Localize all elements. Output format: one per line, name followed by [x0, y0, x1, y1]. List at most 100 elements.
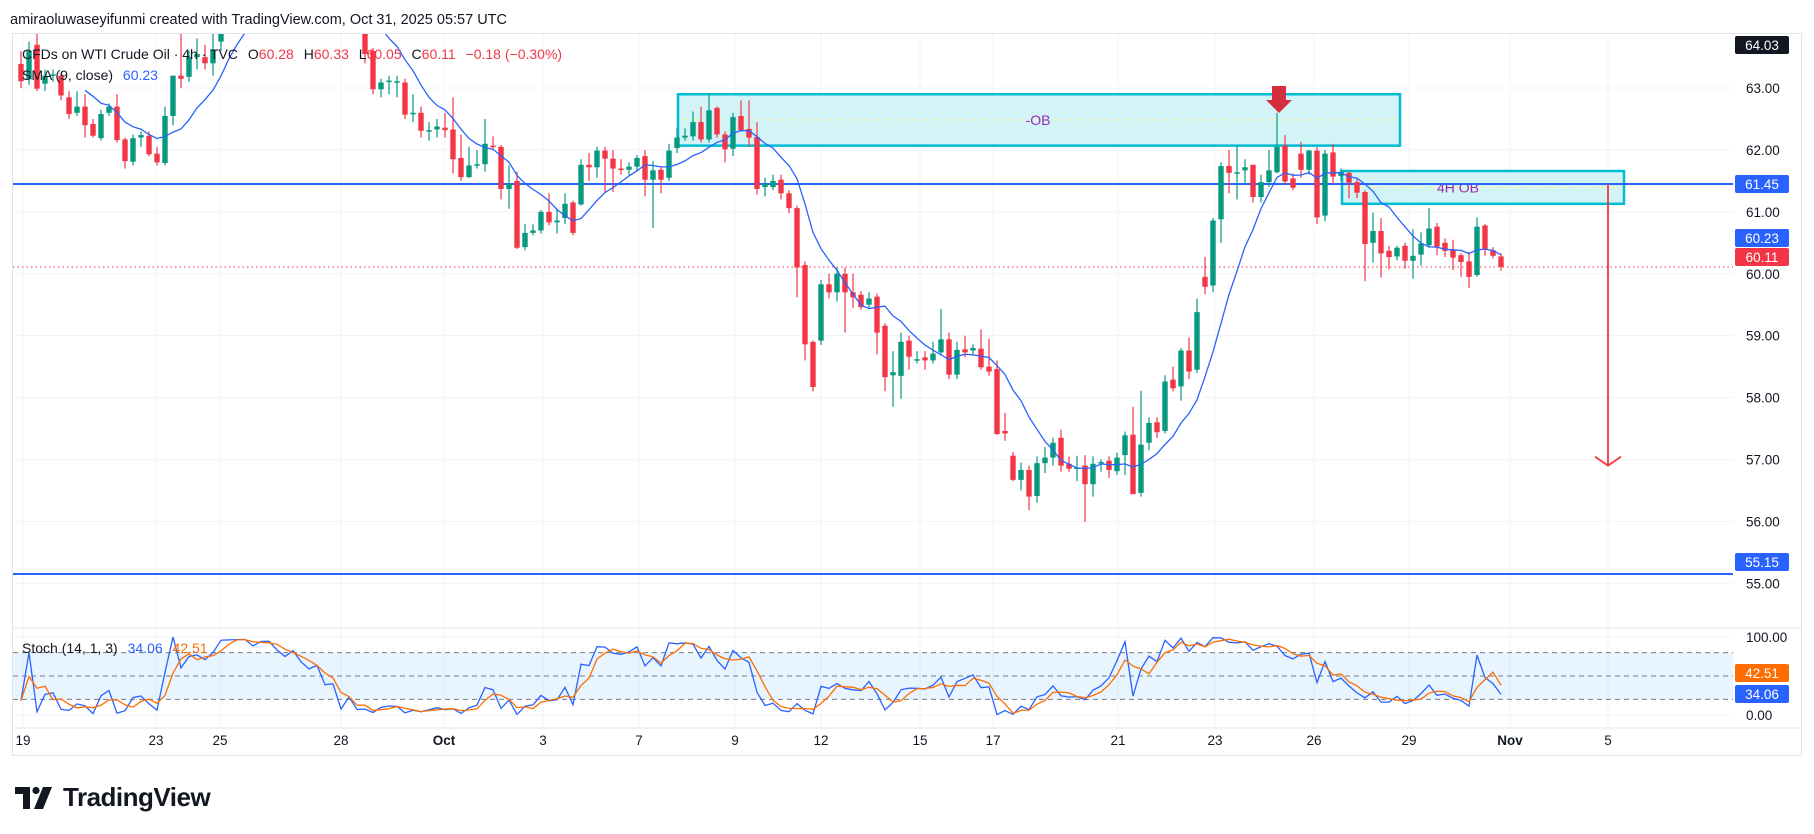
sma-label[interactable]: SMA (9, close) — [22, 67, 114, 83]
candle-body — [26, 50, 32, 80]
candle-body — [490, 145, 496, 148]
candle — [682, 128, 688, 141]
candle — [578, 159, 584, 206]
candle-body — [1410, 255, 1416, 261]
candle — [954, 341, 960, 379]
candle — [554, 208, 560, 234]
candle-body — [778, 179, 784, 194]
price-axis-label: 63.00 — [1746, 81, 1780, 96]
price-tag-bg — [1735, 36, 1789, 54]
candle — [946, 332, 952, 379]
candle — [794, 205, 800, 298]
candle-body — [962, 349, 968, 353]
candle-body — [1250, 164, 1256, 197]
candle — [362, 34, 368, 64]
price-axis-label: 58.00 — [1746, 391, 1780, 406]
time-axis-label: 23 — [1207, 733, 1222, 748]
stoch-axis-label: 0.00 — [1746, 708, 1772, 723]
candle-body — [1346, 172, 1352, 183]
stoch-k-value: 34.06 — [127, 640, 163, 656]
candle-body — [50, 74, 56, 76]
candle-body — [1418, 243, 1424, 255]
candle-body — [338, 0, 343, 14]
candle-body — [194, 54, 200, 58]
candle-body — [1314, 150, 1320, 218]
candle — [890, 351, 896, 407]
candle — [490, 136, 496, 150]
candle-body — [34, 44, 40, 89]
candle — [770, 174, 776, 191]
candle-body — [1378, 231, 1384, 254]
stoch-axis-label: 100.00 — [1746, 630, 1787, 645]
candle-body — [90, 123, 96, 136]
candle — [202, 44, 208, 70]
candle-body — [130, 138, 136, 162]
candle — [410, 94, 416, 123]
candle — [546, 193, 552, 226]
candle-body — [1242, 167, 1248, 171]
candle — [1266, 149, 1272, 188]
low-value: 60.05 — [366, 46, 402, 62]
tradingview-logo[interactable]: TradingView — [15, 782, 211, 813]
candle-body — [1154, 422, 1160, 433]
candle — [1178, 348, 1184, 401]
candle — [242, 0, 247, 1]
candle-body — [810, 341, 816, 388]
candle-body — [986, 366, 992, 372]
candle-body — [1330, 152, 1336, 177]
stoch-label[interactable]: Stoch (14, 1, 3) — [22, 640, 118, 656]
candle-body — [1098, 461, 1104, 464]
candle — [1498, 253, 1504, 271]
chart-panel[interactable] — [12, 33, 1802, 756]
candle-body — [434, 126, 440, 130]
candle-body — [82, 106, 88, 126]
candle — [122, 137, 128, 169]
candle — [322, 0, 327, 14]
candle — [842, 267, 848, 333]
chart-attribution: amiraoluwaseyifunmi created with Trading… — [10, 12, 508, 28]
candle-body — [234, 0, 239, 8]
candle — [914, 351, 920, 364]
time-axis-label: Nov — [1497, 733, 1523, 748]
candle-body — [954, 349, 960, 375]
candle — [1186, 337, 1192, 379]
candle — [906, 335, 912, 370]
candle — [650, 161, 656, 228]
candle-body — [74, 106, 80, 113]
symbol-name[interactable]: CFDs on WTI Crude Oil · 4h · TVC — [22, 46, 239, 62]
candle — [1210, 218, 1216, 293]
candle — [450, 97, 456, 174]
order-block-label: -OB — [1026, 112, 1051, 128]
candle-body — [882, 325, 888, 378]
candle-body — [1194, 312, 1200, 370]
time-axis-label: 21 — [1110, 733, 1125, 748]
close-label: C — [411, 46, 422, 62]
price-tag-bg — [1735, 553, 1789, 571]
time-axis-label: 17 — [985, 733, 1000, 748]
candle — [394, 75, 400, 98]
candle — [1466, 252, 1472, 288]
close-value: 60.11 — [421, 46, 456, 62]
candle-body — [642, 156, 648, 180]
candle-body — [426, 130, 432, 132]
candle — [898, 332, 904, 399]
price-axis-label: 56.00 — [1746, 514, 1780, 529]
candle — [1082, 455, 1088, 522]
price-tag: 55.15 — [1735, 553, 1789, 571]
candle-body — [1042, 457, 1048, 464]
candle — [1058, 429, 1064, 472]
candle — [930, 341, 936, 364]
candle-body — [1362, 192, 1368, 245]
low-label: L — [358, 46, 367, 62]
candle-body — [1162, 381, 1168, 431]
price-tag: 42.51 — [1735, 664, 1789, 682]
candle-body — [458, 158, 464, 178]
candle — [1394, 245, 1400, 261]
candle — [754, 122, 760, 195]
level-lines — [13, 183, 1733, 575]
candle — [354, 0, 359, 26]
candle-body — [906, 340, 912, 357]
candle — [178, 34, 184, 89]
candle — [418, 106, 424, 138]
